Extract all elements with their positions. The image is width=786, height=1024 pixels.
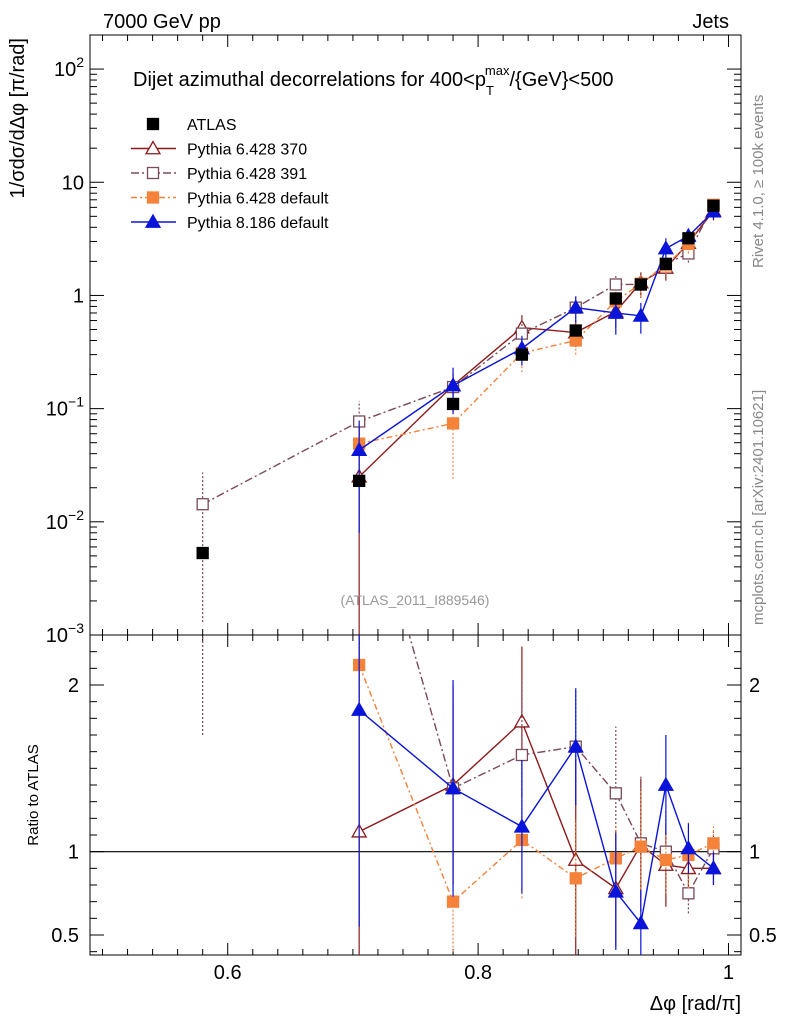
rivet-label: Rivet 4.1.0, ≥ 100k events (750, 95, 767, 268)
ratio-point-3 (351, 701, 368, 716)
series-point-3 (657, 240, 675, 255)
data-point (659, 257, 673, 271)
ratio-point-2 (446, 895, 460, 908)
data-point (609, 292, 622, 305)
data-point (446, 397, 460, 411)
ratio-panel (89, 634, 742, 956)
legend-marker-3 (146, 191, 160, 204)
chart-title: Dijet azimuthal decorrelations for 400<p… (133, 63, 613, 98)
series-point-3 (444, 377, 462, 392)
series-point-3 (632, 307, 649, 322)
legend-marker-4 (144, 213, 162, 228)
watermark-label: (ATLAS_2011_I889546) (341, 592, 490, 608)
ratio-point-1 (515, 748, 529, 762)
ratio-tick-label-right: 1 (749, 842, 760, 864)
legend-label-4: Pythia 8.186 default (187, 215, 329, 232)
ratio-point-3 (632, 915, 649, 930)
ratio-series-layer (202, 635, 722, 955)
legend-marker-1 (144, 140, 162, 155)
ratio-point-3 (657, 776, 675, 791)
series-point-3 (351, 441, 368, 457)
ratio-point-2 (659, 853, 673, 867)
y-tick-label: 10−3 (46, 620, 84, 647)
series-point-2 (446, 417, 460, 430)
data-point (196, 546, 209, 560)
ratio-point-3 (567, 738, 584, 753)
ratio-point-1 (682, 887, 695, 900)
data-point (353, 474, 366, 488)
y-tick-label: 10−1 (46, 394, 84, 421)
header-energy-label: 7000 GeV pp (103, 11, 221, 33)
series-point-1 (609, 278, 622, 291)
ratio-tick-label: 0.5 (51, 925, 79, 947)
ratio-line-1 (408, 635, 715, 895)
series-point-1 (196, 498, 209, 511)
x-tick-label: 1 (723, 962, 734, 984)
ratio-tick-label: 2 (68, 675, 79, 697)
series-line-2 (359, 204, 715, 445)
ratio-y-axis-label: Ratio to ATLAS (25, 744, 42, 845)
legend-marker-0 (146, 117, 160, 131)
chart-title-tail: /{GeV}<500 (509, 69, 613, 91)
data-point (569, 324, 582, 337)
series-line-1 (202, 204, 715, 505)
ratio-tick-label-right: 2 (749, 675, 760, 697)
chart-title-main: Dijet azimuthal decorrelations for 400<p (133, 69, 486, 91)
data-point (634, 278, 647, 291)
ratio-point-3 (680, 840, 697, 855)
y-tick-label: 1 (73, 285, 84, 307)
ratio-point-3 (444, 780, 462, 795)
legend-label-2: Pythia 6.428 391 (187, 166, 307, 183)
y-tick-label: 10−2 (46, 507, 84, 534)
main-panel (89, 34, 742, 955)
legend-label-0: ATLAS (187, 117, 237, 134)
chart-title-sup: max (485, 63, 510, 78)
ratio-point-3 (705, 860, 722, 875)
ratio-line-2 (358, 664, 714, 903)
ratio-point-3 (513, 818, 531, 833)
ratio-point-2 (634, 840, 647, 853)
ratio-line-3 (358, 709, 714, 925)
series-point-3 (607, 304, 624, 319)
data-point (707, 199, 720, 212)
y-axis-label: 1/σdσ/dΔφ [π/rad] (7, 38, 29, 198)
y-tick-label: 102 (54, 54, 84, 81)
ratio-tick-label-right: 0.5 (749, 925, 777, 947)
legend-label-3: Pythia 6.428 default (187, 191, 329, 208)
chart-title-sub: T (486, 83, 494, 98)
data-point (682, 232, 695, 245)
mcplots-label: mcplots.cern.ch [arXiv:2401.10621] (750, 390, 767, 625)
ratio-frame (89, 634, 742, 956)
legend-label-1: Pythia 6.428 370 (187, 142, 307, 159)
labels: 7000 GeV pp Jets 1/σdσ/dΔφ [π/rad] Ratio… (7, 11, 777, 1015)
y-tick-label: 10 (62, 172, 84, 194)
data-point (515, 348, 529, 361)
ratio-point-3 (607, 883, 624, 898)
x-tick-label: 0.8 (464, 962, 492, 984)
ratio-point-2 (569, 872, 582, 885)
ratio-tick-label: 1 (68, 842, 79, 864)
x-tick-label: 0.6 (214, 962, 242, 984)
x-axis-label: Δφ [rad/π] (650, 993, 741, 1015)
series-point-3 (567, 299, 584, 314)
legend: ATLAS Pythia 6.428 370 Pythia 6.428 391 Pyt… (131, 117, 329, 232)
ratio-point-2 (707, 837, 720, 850)
main-series-layer (196, 197, 722, 635)
legend-marker-2 (146, 166, 160, 180)
ratio-point-1 (609, 787, 622, 800)
header-process-label: Jets (692, 11, 729, 33)
series-line-3 (358, 211, 714, 451)
